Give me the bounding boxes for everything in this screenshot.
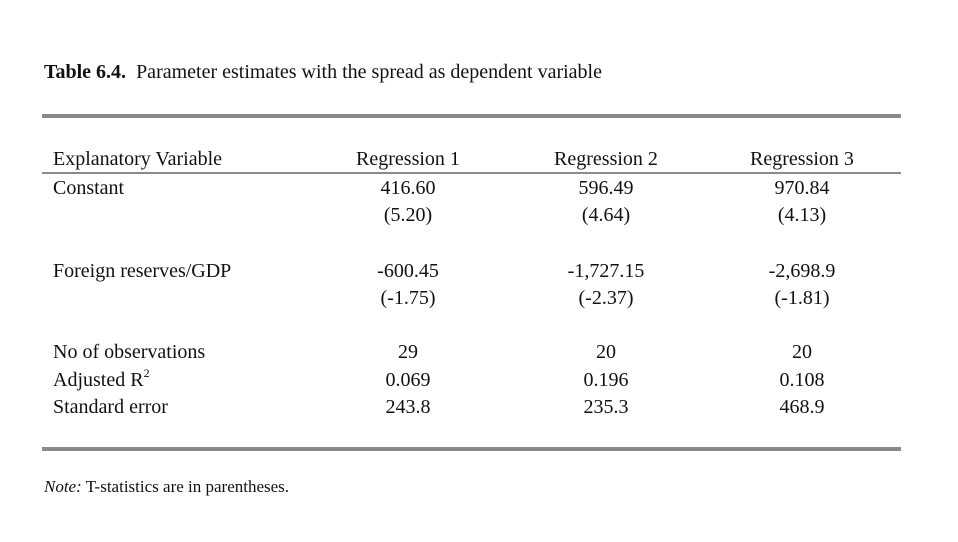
row-label-text: Adjusted R: [53, 369, 144, 391]
cell-value: 0.069: [385, 369, 431, 391]
cell-value: 0.196: [583, 369, 629, 391]
cell-value: 29: [398, 341, 418, 363]
cell-value: 416.60: [380, 177, 436, 199]
table-note: Note: T-statistics are in parentheses.: [44, 477, 289, 497]
top-rule: [42, 114, 901, 118]
note-label: Note:: [44, 477, 82, 496]
cell-value: 468.9: [779, 396, 825, 418]
header-regression-2: Regression 2: [554, 148, 658, 170]
cell-value: -600.45: [377, 260, 439, 282]
cell-tstat: (-1.75): [380, 287, 436, 309]
cell-tstat: (4.64): [581, 204, 631, 226]
cell-value: 20: [596, 341, 616, 363]
cell-value: 235.3: [583, 396, 629, 418]
cell-value: 596.49: [578, 177, 634, 199]
header-explanatory-variable: Explanatory Variable: [53, 148, 223, 170]
note-text: T-statistics are in parentheses.: [85, 477, 290, 496]
row-label: Standard error: [53, 396, 168, 418]
row-label: Constant: [53, 177, 125, 199]
cell-tstat: (4.13): [777, 204, 827, 226]
header-regression-1: Regression 1: [356, 148, 460, 170]
cell-value: 970.84: [774, 177, 830, 199]
cell-tstat: (-2.37): [578, 287, 634, 309]
header-rule: [42, 172, 901, 174]
cell-value: 0.108: [779, 369, 825, 391]
row-label: Adjusted R2: [53, 366, 150, 392]
superscript: 2: [143, 366, 150, 380]
row-label: Foreign reserves/GDP: [53, 260, 232, 282]
row-label: No of observations: [53, 341, 206, 363]
table-title: Table 6.4. Parameter estimates with the …: [44, 61, 602, 84]
cell-value: -1,727.15: [567, 260, 645, 282]
table-number: Table 6.4.: [44, 61, 127, 83]
cell-value: -2,698.9: [768, 260, 836, 282]
cell-tstat: (5.20): [383, 204, 433, 226]
bottom-rule: [42, 447, 901, 451]
cell-tstat: (-1.81): [774, 287, 830, 309]
table-caption: Parameter estimates with the spread as d…: [136, 61, 602, 83]
cell-value: 243.8: [385, 396, 431, 418]
header-regression-3: Regression 3: [750, 148, 854, 170]
cell-value: 20: [792, 341, 812, 363]
